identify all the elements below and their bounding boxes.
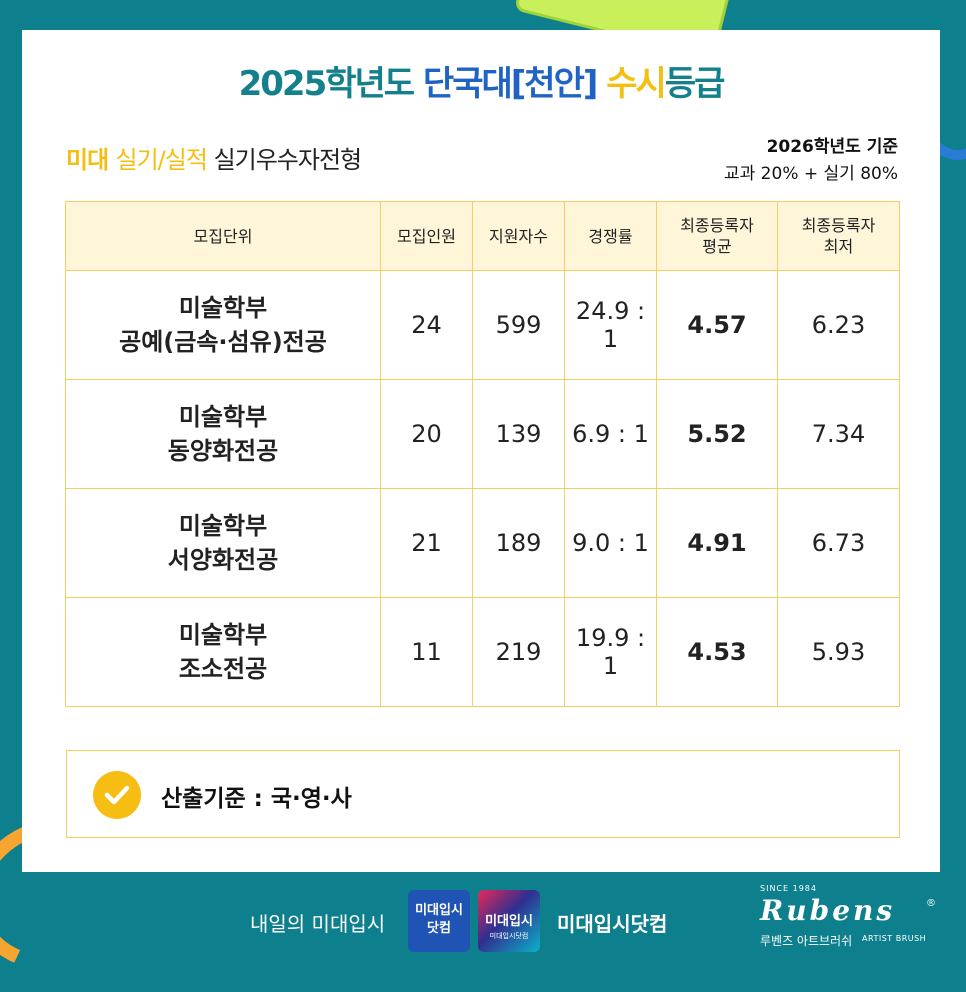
title-grade: 등급 <box>664 64 726 104</box>
content-card: 2025학년도 단국대[천안] 수시등급 미대 실기/실적 실기우수자전형 20… <box>22 30 940 872</box>
ratio-cell: 19.9 : 1 <box>564 597 657 707</box>
rubens-korean-name: 루벤즈 아트브러쉬 <box>760 934 853 948</box>
title-university: 단국대[천안] <box>422 64 607 104</box>
average-cell: 5.52 <box>656 379 778 489</box>
ratio-cell: 9.0 : 1 <box>564 488 657 598</box>
unit-faculty: 미술학부 <box>178 512 268 540</box>
unit-major: 공예(금속·섬유)전공 <box>119 328 327 356</box>
average-cell: 4.57 <box>656 270 778 380</box>
header-average-line1: 최종등록자 <box>680 216 754 235</box>
applicants-cell: 219 <box>472 597 565 707</box>
header-average-line2: 평균 <box>702 237 732 256</box>
quota-cell: 11 <box>380 597 473 707</box>
grade-table: 모집단위 모집인원 지원자수 경쟁률 최종등록자 평균 최종등록자 최저 미술학부 공… <box>65 201 900 707</box>
ratio-cell: 24.9 : 1 <box>564 270 657 380</box>
minimum-cell: 6.23 <box>777 270 900 380</box>
registered-mark: ® <box>926 898 936 909</box>
applicants-cell: 189 <box>472 488 565 598</box>
quota-cell: 24 <box>380 270 473 380</box>
title-susi: 수시 <box>606 64 667 104</box>
check-circle-icon <box>93 771 141 819</box>
unit-major: 동양화전공 <box>167 437 279 465</box>
calculation-criteria-text: 산출기준 : 국·영·사 <box>161 786 352 812</box>
header-ratio: 경쟁률 <box>564 201 657 271</box>
unit-faculty: 미술학부 <box>178 403 268 431</box>
rubens-english-tagline: ARTIST BRUSH <box>862 934 927 943</box>
unit-faculty: 미술학부 <box>178 621 268 649</box>
criteria-ratio: 교과 20% + 실기 80% <box>724 164 898 184</box>
unit-major: 조소전공 <box>178 655 268 683</box>
minimum-cell: 7.34 <box>777 379 900 489</box>
footer-brand-name: 미대입시닷컴 <box>557 912 668 936</box>
logo1-line2: 닷컴 <box>427 921 451 936</box>
rubens-logo: Rubens <box>760 894 896 927</box>
page-title: 2025학년도 단국대[천안] 수시등급 <box>22 56 940 105</box>
header-minimum-line1: 최종등록자 <box>801 216 876 235</box>
header-unit: 모집단위 <box>65 201 381 271</box>
logo1-line1: 미대입시 <box>415 903 463 918</box>
applicants-cell: 139 <box>472 379 565 489</box>
minimum-cell: 6.73 <box>777 488 900 598</box>
minimum-cell: 5.93 <box>777 597 900 707</box>
quota-cell: 20 <box>380 379 473 489</box>
midaeipsi-app-logo[interactable]: 미대입시 미대입시닷컴 <box>478 890 540 952</box>
subtitle-category: 실기/실적 <box>115 146 214 174</box>
midaeipsi-dotcom-logo[interactable]: 미대입시 닷컴 <box>408 890 470 952</box>
logo2-text: 미대입시 <box>485 914 533 929</box>
quota-cell: 21 <box>380 488 473 598</box>
average-cell: 4.91 <box>656 488 778 598</box>
rubens-since: SINCE 1984 <box>760 884 817 893</box>
criteria-note: 2026학년도 기준 교과 20% + 실기 80% <box>724 132 898 184</box>
header-applicants: 지원자수 <box>472 201 565 271</box>
calculation-criteria-box: 산출기준 : 국·영·사 <box>66 750 900 838</box>
footer-slogan: 내일의 미대입시 <box>250 912 386 936</box>
title-year: 2025학년도 <box>238 64 423 104</box>
applicants-cell: 599 <box>472 270 565 380</box>
unit-faculty: 미술학부 <box>178 294 268 322</box>
logo2-small-text: 미대입시닷컴 <box>489 932 529 940</box>
admission-type: 미대 실기/실적 실기우수자전형 <box>66 140 363 175</box>
decorative-swirl-right <box>918 60 966 160</box>
criteria-year: 2026학년도 기준 <box>766 137 898 157</box>
subtitle-track: 실기우수자전형 <box>213 146 363 174</box>
average-cell: 4.53 <box>656 597 778 707</box>
subtitle-midae: 미대 <box>66 146 116 174</box>
ratio-cell: 6.9 : 1 <box>564 379 657 489</box>
header-minimum-line2: 최저 <box>823 237 854 256</box>
unit-major: 서양화전공 <box>167 546 279 574</box>
header-quota: 모집인원 <box>380 201 473 271</box>
